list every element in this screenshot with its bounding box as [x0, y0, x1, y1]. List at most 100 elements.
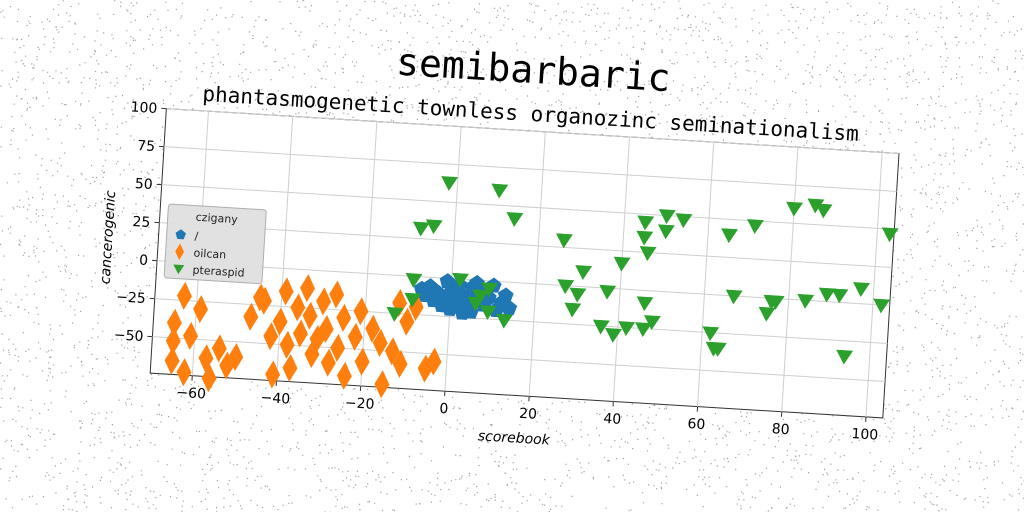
x-tick-label: 20	[519, 406, 538, 423]
y-tick-label: 75	[137, 138, 156, 155]
data-point	[176, 358, 192, 387]
data-point	[198, 344, 214, 373]
data-point	[557, 279, 575, 295]
y-axis-label: cancerogenic	[98, 190, 120, 285]
data-point	[592, 319, 610, 335]
data-point	[372, 328, 388, 357]
data-point	[506, 212, 524, 227]
series-thin_diamond	[164, 274, 442, 399]
y-tick-label: 50	[134, 176, 153, 193]
data-point	[425, 219, 443, 235]
data-point	[599, 284, 617, 300]
data-point	[183, 321, 198, 350]
data-point	[635, 322, 652, 338]
data-point	[412, 221, 430, 237]
x-gridline	[528, 131, 546, 397]
data-point	[336, 361, 352, 390]
data-point	[721, 228, 738, 244]
x-tick-labels: −60 −40 −20 0 20 40 60 80 100	[176, 385, 879, 444]
data-point	[399, 307, 415, 336]
data-point	[354, 347, 370, 376]
x-tick-label: −20	[344, 395, 374, 413]
data-point	[243, 302, 259, 331]
data-point	[293, 319, 308, 348]
data-point	[316, 287, 332, 316]
y-gridline	[152, 336, 886, 382]
data-point	[439, 273, 456, 289]
data-point	[657, 224, 675, 240]
data-point	[164, 346, 180, 375]
x-gridline	[865, 152, 883, 417]
data-point	[797, 293, 815, 309]
y-gridline	[163, 146, 897, 192]
data-point	[613, 256, 631, 272]
data-point	[318, 314, 334, 343]
legend-marker	[175, 229, 186, 240]
data-point	[441, 176, 459, 191]
data-point	[637, 215, 655, 231]
data-point	[836, 349, 854, 365]
data-point	[384, 337, 400, 366]
data-point	[290, 293, 306, 322]
data-point	[201, 364, 217, 393]
data-point	[618, 321, 636, 336]
data-point	[426, 347, 442, 376]
x-gridline	[360, 121, 378, 387]
data-point	[265, 360, 281, 389]
data-point	[702, 326, 720, 342]
data-point	[569, 287, 587, 303]
x-gridline	[444, 126, 462, 392]
x-tick-label: 40	[603, 411, 622, 428]
data-point	[709, 341, 727, 357]
data-point	[472, 289, 490, 305]
data-point	[228, 343, 244, 372]
legend-marker	[175, 243, 185, 260]
data-point	[725, 289, 743, 305]
legend-title: czigany	[195, 211, 238, 227]
chart-title: semibarbaric	[395, 40, 672, 101]
legend-label: pteraspid	[192, 264, 245, 280]
data-point	[347, 322, 363, 351]
data-point	[658, 209, 676, 224]
data-point	[815, 203, 833, 219]
y-gridline	[154, 298, 888, 344]
x-gridline	[781, 147, 799, 412]
x-tick-label: −40	[260, 390, 290, 408]
data-point	[272, 307, 288, 336]
data-point	[873, 298, 891, 314]
data-point	[758, 306, 776, 322]
data-point	[176, 281, 192, 310]
data-point	[278, 277, 294, 306]
legend-marker	[173, 264, 185, 275]
y-tick-label: 100	[130, 99, 158, 117]
data-point	[374, 370, 390, 399]
data-point	[767, 295, 785, 310]
data-point	[564, 302, 582, 318]
data-point	[643, 315, 661, 330]
x-tick-label: 80	[771, 421, 790, 438]
data-points	[164, 176, 899, 399]
data-point	[404, 292, 422, 308]
x-axis-label: scorebook	[477, 428, 551, 448]
data-point	[491, 183, 509, 199]
data-point	[479, 305, 497, 320]
y-gridline	[159, 222, 893, 268]
data-point	[556, 233, 573, 249]
x-gridline	[697, 142, 715, 407]
y-gridline	[161, 184, 895, 230]
data-point	[639, 246, 657, 261]
data-point	[575, 265, 593, 280]
data-point	[193, 295, 209, 324]
data-point	[329, 280, 345, 309]
legend-label: oilcan	[193, 247, 226, 262]
data-point	[747, 219, 764, 234]
data-point	[881, 227, 899, 243]
data-point	[496, 313, 513, 329]
data-point	[257, 286, 272, 315]
x-gridline	[275, 116, 294, 381]
y-tick-label: 0	[139, 253, 149, 270]
data-point	[497, 287, 514, 303]
data-point	[330, 333, 346, 362]
legend-entries: / oilcan pteraspid	[173, 229, 245, 280]
